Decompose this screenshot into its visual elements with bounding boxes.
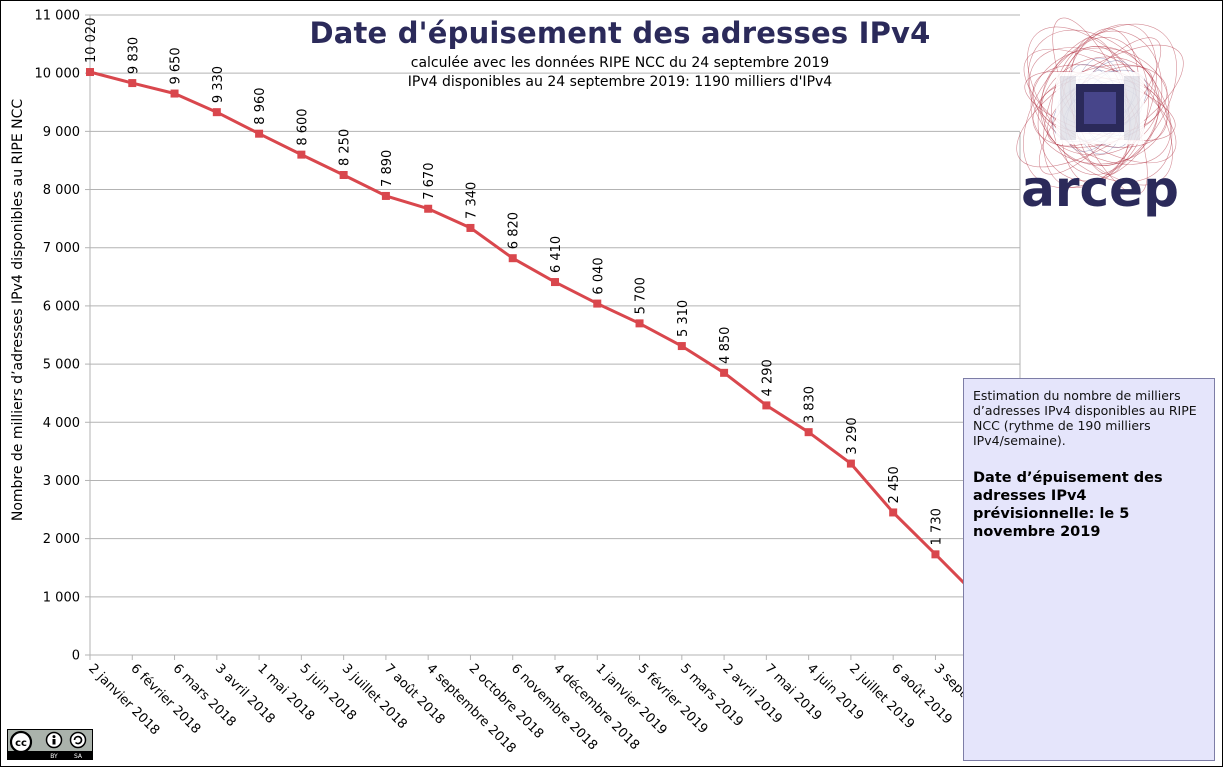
data-point [551,278,559,287]
cc-by-label: BY [50,753,58,760]
arcep-logo: arcep [1016,17,1184,218]
y-tick-label: 4 000 [43,416,80,431]
cc-sa-label: SA [74,753,83,760]
y-tick-label: 3 000 [43,474,80,489]
logo-text: arcep [1021,160,1179,218]
data-point [593,299,602,308]
y-tick-label: 6 000 [43,299,80,314]
data-point [381,191,390,200]
data-point [297,150,306,159]
data-label: 4 290 [760,359,775,396]
data-label: 6 410 [549,236,564,273]
chart-subtitle-1: calculée avec les données RIPE NCC du 24… [410,55,830,71]
y-tick-label: 7 000 [43,241,80,256]
logo-swirl-stroke [1037,30,1163,182]
data-label: 5 700 [634,277,649,314]
y-tick-label: 11 000 [35,9,81,24]
data-point [846,459,855,468]
series-ipv4 [86,68,1024,659]
logo-swirl-stroke [1029,47,1171,165]
y-tick-label: 9 000 [43,125,80,140]
data-point [424,204,433,213]
data-point [720,368,729,377]
series-line [89,70,1022,656]
data-label: 8 960 [253,87,268,124]
data-label: 4 850 [718,327,733,364]
sa-icon [69,731,87,749]
chart-subtitle-2: IPv4 disponibles au 24 septembre 2019: 1… [407,74,833,90]
data-label: 9 650 [169,47,184,84]
data-point [931,550,940,559]
data-label: 1 730 [929,508,944,545]
logo-swirl-stroke [1051,37,1149,175]
y-axis-label: Nombre de milliers d’adresses IPv4 dispo… [10,98,26,522]
data-label: 3 830 [803,386,818,423]
data-point [762,401,771,410]
data-point [677,342,686,351]
y-tick-label: 1 000 [43,590,80,605]
data-point [128,79,137,88]
y-tick-label: 10 000 [35,67,81,82]
data-label: 6 040 [591,257,606,294]
data-label: 9 330 [211,66,226,103]
data-point [508,254,517,263]
estimation-text: Estimation du nombre de milliers d’adres… [973,388,1197,448]
logo-swirl-stroke [1040,56,1160,156]
cc-icon [9,730,33,754]
data-label: 7 890 [380,150,395,187]
data-point [170,89,179,98]
data-point [466,223,475,232]
data-point [804,428,813,437]
y-tick-label: 8 000 [43,183,80,198]
data-point [255,129,264,138]
data-label: 8 250 [338,129,353,166]
exhaustion-date-text: Date d’épuisement des adresses IPv4 prév… [973,470,1163,540]
y-tick-label: 0 [72,649,80,664]
data-point [339,171,348,179]
data-label: 8 600 [295,108,310,145]
x-tick-label: 2 octobre 2018 [466,661,547,742]
data-label: 10 020 [84,18,99,64]
cc-by-sa-badge: cc BY SA [7,729,93,760]
data-label: 5 310 [676,300,691,337]
y-tick-labels: 0 1 000 2 000 3 000 4 000 5 000 6 000 7 000 8 00… [35,9,81,664]
data-labels: 10 020 9 830 9 650 9 330 8 960 8 600 8 250 7 89… [84,18,1029,646]
data-label: 7 340 [464,182,479,219]
data-label: 3 290 [845,417,860,454]
data-point [889,508,898,517]
data-label: 6 820 [507,212,522,249]
y-tick-label: 5 000 [43,358,80,373]
y-tick-label: 2 000 [43,532,80,547]
data-label: 2 450 [887,466,902,503]
estimation-box: Estimation du nombre de milliers d’adres… [963,378,1215,761]
data-point [86,68,94,77]
data-point [635,319,644,328]
chart-title: Date d'épuisement des adresses IPv4 [309,16,931,50]
data-label: 9 830 [126,37,141,74]
logo-swirl-stroke [1030,47,1170,165]
data-point [212,108,221,117]
svg-text:cc: cc [15,738,27,749]
grid-lines [90,14,1020,598]
data-label: 7 670 [422,163,437,200]
axes [85,14,1021,660]
